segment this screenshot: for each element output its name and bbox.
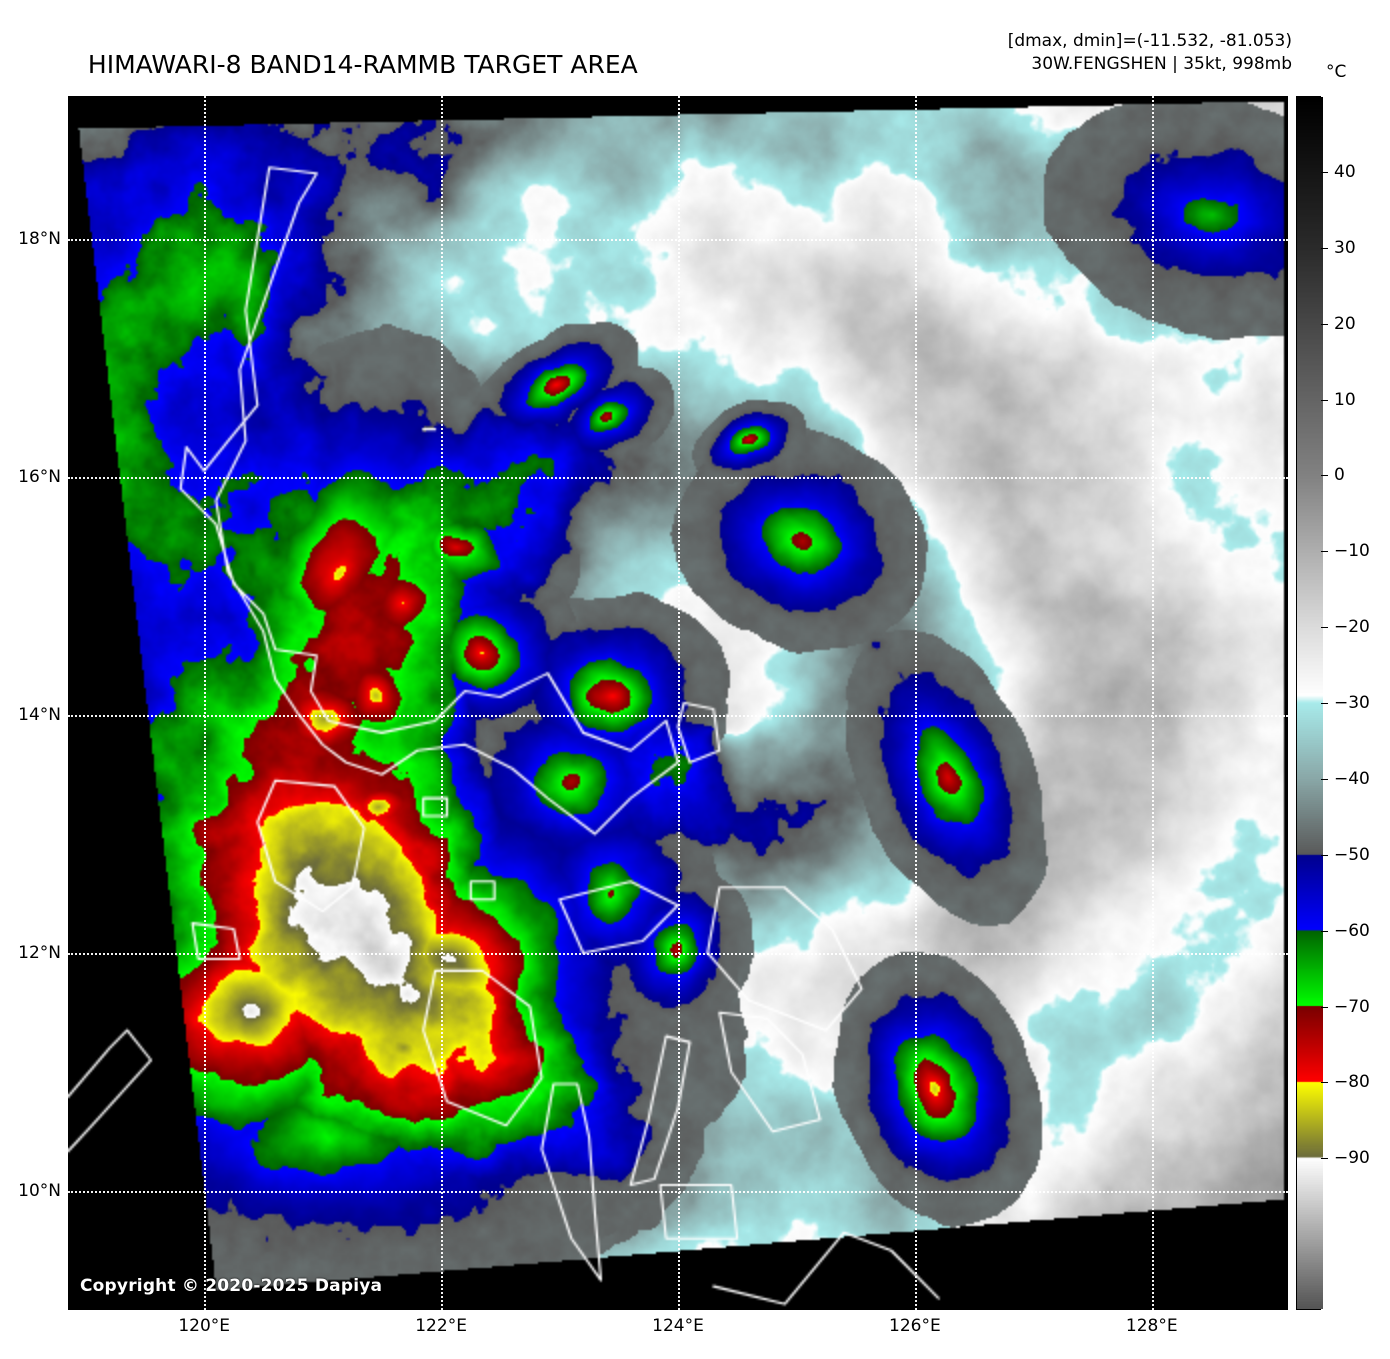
satellite-image-plot[interactable]: Copyright © 2020-2025 Dapiya <box>68 96 1288 1310</box>
colorbar-tick-30: 30 <box>1321 238 1356 258</box>
lat-tick-label: 18°N <box>18 228 61 249</box>
colorbar-tick--80: −80 <box>1321 1072 1370 1092</box>
colorbar-tick--60: −60 <box>1321 921 1370 941</box>
dmax-dmin-readout: [dmax, dmin]=(-11.532, -81.053) <box>1007 31 1292 51</box>
colorbar-gradient <box>1297 97 1323 1309</box>
header-info-block: [dmax, dmin]=(-11.532, -81.053) 30W.FENG… <box>1008 30 1292 76</box>
colorbar-tick--20: −20 <box>1321 617 1370 637</box>
colorbar-tick--70: −70 <box>1321 997 1370 1017</box>
lon-tick-label: 126°E <box>889 1316 941 1336</box>
colorbar-tick--90: −90 <box>1321 1148 1370 1168</box>
colorbar-unit-label: °C <box>1326 62 1347 82</box>
lat-tick-label: 12°N <box>18 942 61 963</box>
storm-identifier-readout: 30W.FENGSHEN | 35kt, 998mb <box>1031 54 1292 74</box>
lon-tick-label: 128°E <box>1125 1316 1178 1336</box>
lon-tick-label: 120°E <box>178 1316 231 1336</box>
lat-tick-label: 14°N <box>18 704 61 725</box>
lon-tick-label: 124°E <box>652 1316 704 1336</box>
colorbar <box>1296 96 1323 1310</box>
colorbar-tick-10: 10 <box>1321 390 1356 410</box>
lat-tick-label: 10°N <box>18 1180 61 1201</box>
longitude-axis: 120°E 122°E 124°E 126°E 128°E <box>68 1316 1288 1344</box>
colorbar-tick--40: −40 <box>1321 769 1370 789</box>
lat-tick-label: 16°N <box>18 466 61 487</box>
lon-tick-label: 122°E <box>415 1316 467 1336</box>
title-line-1: HIMAWARI-8 BAND14-RAMMB TARGET AREA <box>87 50 638 79</box>
colorbar-tick--10: −10 <box>1321 541 1370 561</box>
satellite-imagery-canvas <box>68 96 1288 1310</box>
copyright-notice: Copyright © 2020-2025 Dapiya <box>80 1276 383 1296</box>
colorbar-tick-20: 20 <box>1321 314 1356 334</box>
colorbar-tick-0: 0 <box>1321 465 1345 485</box>
colorbar-tick-labels: 40 30 20 10 0 −10 −20 −30 −40 −50 −60 −70 −80 −90 <box>1321 96 1390 1310</box>
colorbar-tick--50: −50 <box>1321 845 1370 865</box>
latitude-axis: 18°N 16°N 14°N 12°N 10°N <box>0 96 62 1310</box>
colorbar-tick-40: 40 <box>1321 162 1356 182</box>
colorbar-tick--30: −30 <box>1321 693 1370 713</box>
